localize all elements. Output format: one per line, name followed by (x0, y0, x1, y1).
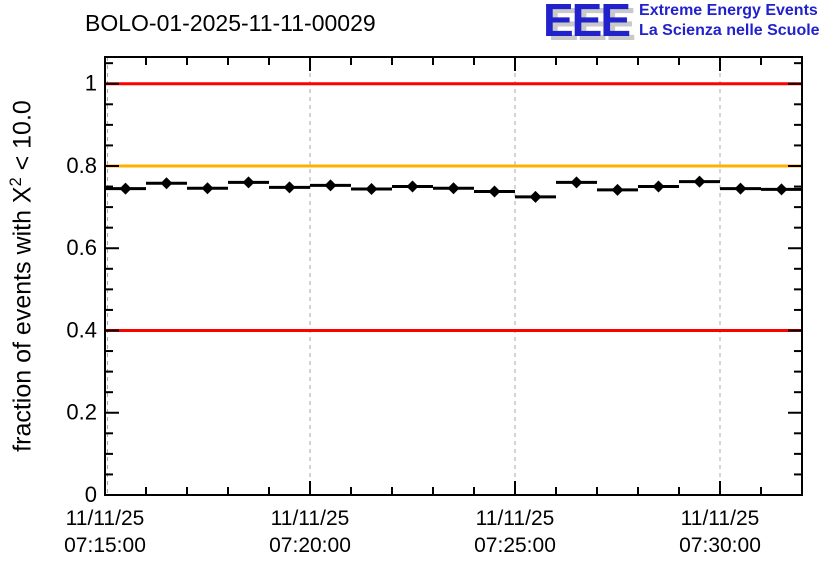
data-point-marker (488, 185, 501, 198)
data-point-marker (283, 181, 296, 194)
y-tick-label: 0.2 (66, 400, 97, 425)
data-point-marker (775, 183, 788, 196)
data-point-marker (160, 177, 173, 190)
x-tick-label-date: 11/11/25 (271, 507, 350, 530)
y-axis-title: fraction of events with X2 < 10.0 (7, 100, 37, 452)
data-point-marker (570, 176, 583, 189)
x-tick-label-time: 07:25:00 (474, 534, 556, 557)
x-tick-label-time: 07:20:00 (269, 534, 351, 557)
eee-logo-line1: Extreme Energy Events (639, 2, 818, 19)
data-point-marker (242, 176, 255, 189)
data-point-marker (693, 175, 706, 188)
data-point-marker (447, 182, 460, 195)
data-point-marker (529, 190, 542, 203)
x-tick-label-date: 11/11/25 (681, 507, 760, 530)
data-point-marker (611, 183, 624, 196)
eee-logo-acronym: EEE (543, 0, 631, 46)
eee-logo-text: Extreme Energy Events La Scienza nelle S… (639, 1, 820, 41)
y-tick-label: 1 (85, 71, 97, 96)
data-point-marker (734, 182, 747, 195)
y-tick-label: 0 (85, 482, 97, 507)
eee-logo-line2: La Scienza nelle Scuole (639, 22, 820, 39)
x-tick-label-time: 07:15:00 (64, 534, 146, 557)
x-tick-label-date: 11/11/25 (476, 507, 555, 530)
eee-logo: EEE Extreme Energy Events La Scienza nel… (543, 0, 820, 46)
x-tick-label-date: 11/11/25 (66, 507, 145, 530)
chart-title: BOLO-01-2025-11-11-00029 (85, 10, 376, 36)
y-tick-label: 0.6 (66, 235, 97, 260)
y-tick-label: 0.4 (66, 317, 97, 342)
plot-frame-bg (105, 57, 802, 495)
y-tick-label: 0.8 (66, 153, 97, 178)
data-point-marker (324, 179, 337, 192)
plot-frame (104, 56, 803, 496)
x-tick-label-time: 07:30:00 (679, 534, 761, 557)
data-point-marker (652, 180, 665, 193)
data-point-marker (406, 180, 419, 193)
data-point-marker (119, 182, 132, 195)
data-point-marker (201, 182, 214, 195)
data-point-marker (365, 183, 378, 196)
